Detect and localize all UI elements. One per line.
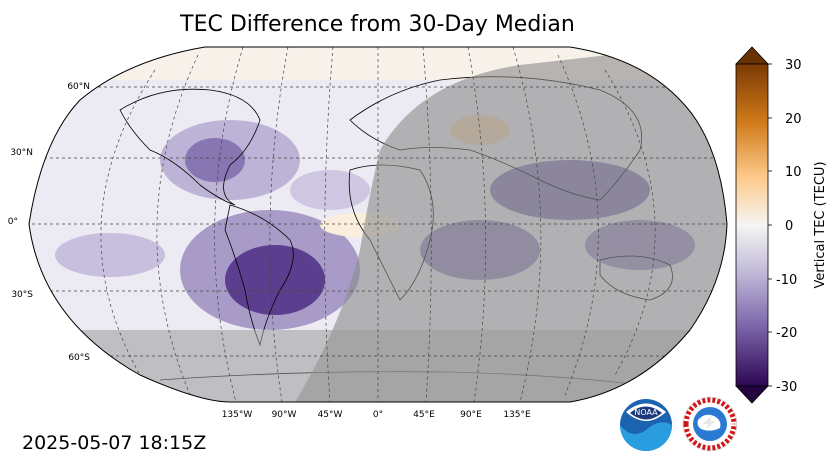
colorbar-ticks	[768, 63, 772, 387]
lat-label-60s: 60°S	[68, 353, 90, 363]
lon-label-45w: 45°W	[318, 410, 343, 420]
colorbar-axis-label: Vertical TEC (TECU)	[813, 161, 828, 288]
colorbar-tick-label: -20	[776, 326, 797, 341]
globe	[29, 47, 727, 402]
polar-night-shade	[29, 330, 727, 402]
colorbar-tick-label: 30	[785, 58, 802, 73]
colorbar-bottom-extend	[735, 385, 769, 404]
colorbar-tick-label: 0	[785, 219, 793, 234]
globe-outline	[28, 46, 728, 403]
graticule	[29, 47, 727, 402]
lon-label-135e: 135°E	[503, 410, 531, 420]
lat-label-30n: 30°N	[10, 148, 33, 158]
tec-blob	[290, 170, 370, 210]
lat-label-60n: 60°N	[67, 82, 90, 92]
lon-label-0: 0°	[373, 410, 383, 420]
night-shade	[290, 47, 727, 402]
colorbar-tick-label: 10	[785, 165, 802, 180]
tec-blob	[185, 138, 245, 182]
tec-blob	[225, 245, 325, 315]
lon-label-45e: 45°E	[413, 410, 435, 420]
noaa-logo: NOAA	[620, 399, 672, 451]
map-title: TEC Difference from 30-Day Median	[180, 12, 575, 37]
map-timestamp: 2025-05-07 18:15Z	[22, 432, 207, 454]
lon-label-135w: 135°W	[222, 410, 253, 420]
nws-logo	[682, 396, 738, 452]
colorbar-top-extend	[735, 46, 769, 65]
lat-label-30s: 30°S	[11, 290, 33, 300]
tec-blob	[55, 233, 165, 277]
lon-label-90e: 90°E	[460, 410, 482, 420]
colorbar-tick-label: -30	[776, 380, 797, 395]
colorbar: 30 20 10 0 -10 -20 -30 Vertical TEC (TEC…	[735, 46, 828, 404]
colorbar-gradient	[735, 63, 769, 387]
noaa-logo-text: NOAA	[634, 408, 658, 417]
lat-label-0: 0°	[8, 217, 18, 227]
colorbar-tick-label: 20	[785, 112, 802, 127]
lon-label-90w: 90°W	[272, 410, 297, 420]
colorbar-tick-label: -10	[776, 273, 797, 288]
